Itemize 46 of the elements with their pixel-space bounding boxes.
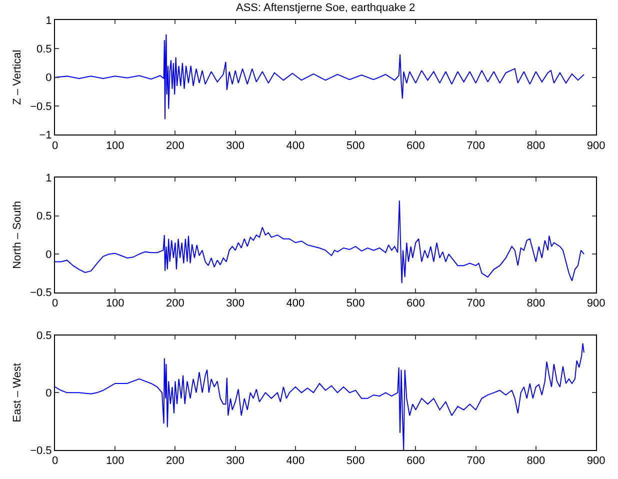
x-tick-label: 200 — [166, 140, 184, 152]
x-tick-label: 100 — [106, 140, 124, 152]
y-tick-label: −0.5 — [30, 100, 52, 113]
x-tick-label: 900 — [586, 140, 606, 152]
y-tick-label: 0.5 — [36, 330, 52, 342]
x-tick-label: 700 — [466, 455, 485, 468]
x-tick-label: 100 — [106, 455, 124, 468]
y-tick-label: 1 — [46, 172, 52, 185]
y-tick-label: −0.5 — [30, 287, 52, 300]
y-tick-label: 0 — [46, 72, 52, 84]
x-tick-label: 600 — [406, 455, 425, 468]
x-tick-label: 400 — [286, 140, 305, 152]
line-series — [55, 342, 584, 450]
y-tick-label: −1 — [39, 130, 52, 142]
y-axis-title: East – West — [12, 363, 24, 422]
y-tick-label: 0 — [46, 388, 52, 400]
x-tick-label: 100 — [106, 298, 124, 310]
y-axis-title: Z – Vertical — [12, 50, 24, 105]
x-tick-label: 400 — [286, 455, 305, 468]
y-tick-label: −0.5 — [30, 444, 52, 457]
y-tick-label: 0.5 — [36, 44, 52, 56]
y-tick-label: 0 — [46, 248, 52, 261]
x-tick-label: 500 — [346, 298, 365, 310]
x-tick-label: 500 — [346, 455, 365, 468]
line-series — [55, 200, 584, 284]
x-tick-label: 600 — [406, 140, 425, 152]
x-tick-label: 200 — [166, 455, 184, 468]
x-tick-label: 900 — [586, 298, 606, 310]
x-tick-label: 700 — [466, 140, 485, 152]
chart-title: ASS: Aftenstjerne Soe, earthquake 2 — [236, 2, 416, 14]
x-tick-label: 300 — [226, 455, 245, 468]
x-tick-label: 800 — [526, 455, 546, 468]
y-tick-label: 0.5 — [36, 210, 52, 223]
x-tick-label: 700 — [466, 298, 485, 310]
x-tick-label: 600 — [406, 298, 425, 310]
x-tick-label: 300 — [226, 140, 245, 152]
x-tick-label: 800 — [526, 298, 546, 310]
y-tick-label: 1 — [46, 14, 52, 27]
x-tick-label: 500 — [346, 140, 365, 152]
x-tick-label: 200 — [166, 298, 184, 310]
x-tick-label: 300 — [226, 298, 245, 310]
x-tick-label: 800 — [526, 140, 546, 152]
line-series — [55, 34, 584, 120]
x-tick-label: 900 — [586, 455, 606, 468]
x-tick-label: 400 — [286, 298, 305, 310]
y-axis-title: North – South — [12, 201, 24, 269]
